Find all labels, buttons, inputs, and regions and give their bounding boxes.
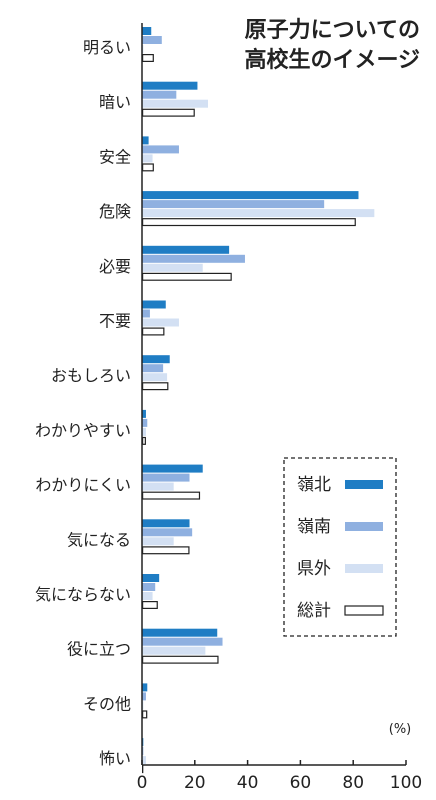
category-label: 気にならない xyxy=(35,585,131,604)
chart-title-line-2: 高校生のイメージ xyxy=(244,47,420,73)
category-label: 不要 xyxy=(99,312,131,331)
bar xyxy=(142,81,198,90)
bar xyxy=(142,309,150,318)
bar xyxy=(142,154,153,163)
bar xyxy=(142,382,169,391)
category-label: 明るい xyxy=(83,38,131,57)
bar xyxy=(142,646,206,655)
bar xyxy=(142,200,325,209)
bar xyxy=(142,409,146,418)
bar xyxy=(142,364,164,373)
bar xyxy=(142,628,218,637)
legend-label: 嶺南 xyxy=(297,517,331,537)
bar xyxy=(142,53,154,62)
bar xyxy=(142,655,219,664)
bar xyxy=(142,300,166,309)
bar xyxy=(142,692,146,701)
category-label: おもしろい xyxy=(51,366,131,385)
bar xyxy=(142,99,208,108)
bar xyxy=(142,710,148,719)
bars-group xyxy=(142,27,375,774)
x-tick-label: 80 xyxy=(342,773,364,793)
category-label: 安全 xyxy=(99,147,131,166)
bar xyxy=(142,546,190,555)
category-label: わかりやすい xyxy=(35,421,131,440)
unit-label: (%) xyxy=(389,722,412,737)
bar xyxy=(142,574,160,582)
bar xyxy=(142,245,230,254)
legend-swatch xyxy=(345,480,383,489)
legend-swatch xyxy=(345,522,383,531)
bar xyxy=(142,145,179,154)
bar xyxy=(142,427,146,436)
bar xyxy=(142,592,153,600)
bar xyxy=(142,209,375,218)
bar xyxy=(142,637,223,646)
bar xyxy=(142,519,190,528)
chart-title-line-1: 原子力についての xyxy=(245,18,420,43)
category-label: わかりにくい xyxy=(35,476,131,495)
bar xyxy=(142,136,149,145)
category-label: 怖い xyxy=(99,749,131,768)
legend-label: 嶺北 xyxy=(297,475,331,495)
bar xyxy=(142,108,195,117)
x-tick-label: 60 xyxy=(290,773,312,793)
bar xyxy=(142,436,146,445)
category-label: 危険 xyxy=(99,202,131,221)
bar xyxy=(142,263,203,272)
x-tick-label: 100 xyxy=(390,773,422,793)
bar xyxy=(142,191,359,200)
bar xyxy=(142,254,245,263)
bar xyxy=(142,537,174,546)
bar xyxy=(142,600,158,609)
category-label: 役に立つ xyxy=(67,640,131,659)
x-tick-label: 40 xyxy=(237,773,259,793)
bar xyxy=(142,491,201,500)
bar xyxy=(142,163,154,172)
bar xyxy=(142,373,168,382)
bar xyxy=(142,528,193,537)
bar xyxy=(142,683,148,692)
bar xyxy=(142,583,156,591)
x-tick-label: 0 xyxy=(137,773,148,793)
category-label: 必要 xyxy=(99,257,131,276)
legend-label: 総計 xyxy=(297,601,331,621)
bar xyxy=(142,482,174,491)
bar xyxy=(142,272,232,281)
x-tick-label: 20 xyxy=(184,773,206,793)
bar xyxy=(142,218,356,227)
legend-swatch xyxy=(344,605,384,616)
bar xyxy=(142,464,203,473)
category-label: その他 xyxy=(83,694,131,713)
bar xyxy=(142,418,148,427)
bar xyxy=(142,90,177,99)
bar xyxy=(142,756,146,765)
category-labels: 明るい暗い安全危険必要不要おもしろいわかりやすいわかりにくい気になる気にならない… xyxy=(35,38,131,768)
bar xyxy=(142,473,190,482)
bar xyxy=(142,318,179,327)
bar xyxy=(142,327,165,336)
legend-label: 県外 xyxy=(297,559,331,579)
bar xyxy=(142,355,170,364)
legend-swatch xyxy=(345,564,383,573)
bar xyxy=(142,27,152,35)
category-label: 暗い xyxy=(99,93,131,112)
category-label: 気になる xyxy=(67,530,131,549)
legend-box xyxy=(283,457,397,637)
x-axis: 0 20 40 60 80 100 xyxy=(137,23,422,793)
bar xyxy=(142,36,162,44)
